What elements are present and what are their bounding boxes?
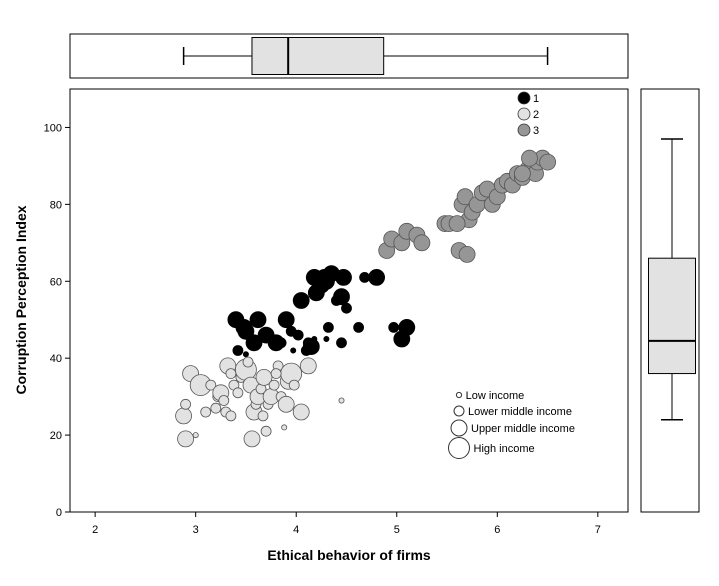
- data-point: [210, 402, 222, 414]
- income-legend: Low income Lower middle income Upper middl…: [448, 390, 575, 459]
- data-point: [458, 245, 476, 263]
- x-axis: 2 3 4 5 6 7: [92, 512, 601, 536]
- data-point: [413, 234, 431, 252]
- data-point: [333, 288, 350, 306]
- x-tick-label: 5: [394, 524, 400, 536]
- data-point: [388, 321, 400, 333]
- data-point: [277, 395, 295, 413]
- data-point: [275, 337, 287, 349]
- data-point: [514, 165, 531, 183]
- cluster-legend-label: 2: [533, 109, 539, 121]
- box-iqr: [251, 37, 385, 75]
- data-point: [323, 335, 330, 342]
- cluster-legend-marker: [517, 91, 531, 105]
- data-point: [288, 379, 300, 391]
- box-iqr: [648, 257, 696, 375]
- y-tick-label: 0: [56, 507, 62, 519]
- data-point: [175, 407, 193, 425]
- data-point: [237, 322, 255, 340]
- data-point: [192, 432, 199, 439]
- data-point: [277, 311, 295, 329]
- cluster-legend-label: 3: [533, 125, 539, 137]
- x-tick-label: 7: [595, 524, 601, 536]
- income-legend-label: Low income: [466, 390, 525, 402]
- right-boxplot: [648, 138, 696, 421]
- data-point: [398, 318, 416, 336]
- data-point: [521, 149, 538, 167]
- cluster-legend-marker: [517, 107, 531, 121]
- data-point: [281, 424, 288, 431]
- data-point: [232, 387, 244, 399]
- data-point: [232, 345, 244, 356]
- data-point: [243, 430, 261, 448]
- data-point: [270, 368, 282, 380]
- income-legend-marker: [448, 437, 470, 459]
- income-legend-label: High income: [474, 443, 535, 455]
- income-legend-marker: [453, 405, 465, 417]
- data-point: [302, 338, 320, 356]
- data-point: [257, 410, 269, 422]
- data-point: [218, 395, 230, 406]
- data-point: [225, 410, 237, 422]
- data-point: [359, 271, 371, 283]
- data-point: [177, 430, 195, 448]
- x-tick-label: 6: [494, 524, 500, 536]
- data-point: [200, 406, 212, 418]
- y-tick-label: 80: [50, 199, 62, 211]
- y-axis-title: Corruption Perception Index: [13, 205, 29, 394]
- data-point: [242, 351, 249, 358]
- data-point: [260, 425, 272, 437]
- data-point: [341, 302, 352, 314]
- y-tick-label: 100: [44, 122, 62, 134]
- y-tick-label: 40: [50, 353, 62, 365]
- data-point: [311, 335, 318, 342]
- x-tick-label: 3: [193, 524, 199, 536]
- data-point: [255, 368, 273, 386]
- data-point: [539, 153, 556, 171]
- cluster-legend: 1 2 3: [517, 91, 539, 137]
- data-point: [249, 311, 267, 329]
- data-point: [322, 321, 334, 333]
- cluster-legend-marker: [517, 123, 531, 137]
- data-point: [242, 356, 254, 368]
- data-point: [292, 292, 310, 309]
- data-point: [268, 379, 280, 391]
- data-point: [292, 329, 304, 341]
- data-point: [245, 334, 263, 352]
- data-point: [448, 215, 466, 233]
- x-tick-label: 4: [293, 524, 299, 536]
- data-point: [456, 188, 474, 206]
- data-point: [225, 368, 237, 380]
- data-point: [353, 321, 365, 333]
- cluster-legend-label: 1: [533, 93, 539, 105]
- data-point: [336, 337, 347, 349]
- data-point: [292, 403, 310, 421]
- data-point: [368, 268, 386, 286]
- y-axis: 0 20 40 60 80 100: [44, 122, 70, 519]
- data-point: [205, 379, 217, 391]
- data-point: [335, 268, 352, 286]
- y-tick-label: 60: [50, 276, 62, 288]
- scatter-points: [175, 149, 556, 448]
- income-legend-label: Upper middle income: [471, 423, 575, 435]
- data-point: [180, 398, 192, 410]
- top-boxplot: [182, 37, 549, 75]
- income-legend-marker: [455, 391, 463, 399]
- y-tick-label: 20: [50, 430, 62, 442]
- x-tick-label: 2: [92, 524, 98, 536]
- x-axis-title: Ethical behavior of firms: [267, 547, 431, 563]
- data-point: [338, 397, 345, 404]
- income-legend-label: Lower middle income: [468, 406, 572, 418]
- income-legend-marker: [450, 419, 468, 437]
- data-point: [299, 357, 317, 375]
- data-point: [290, 347, 297, 354]
